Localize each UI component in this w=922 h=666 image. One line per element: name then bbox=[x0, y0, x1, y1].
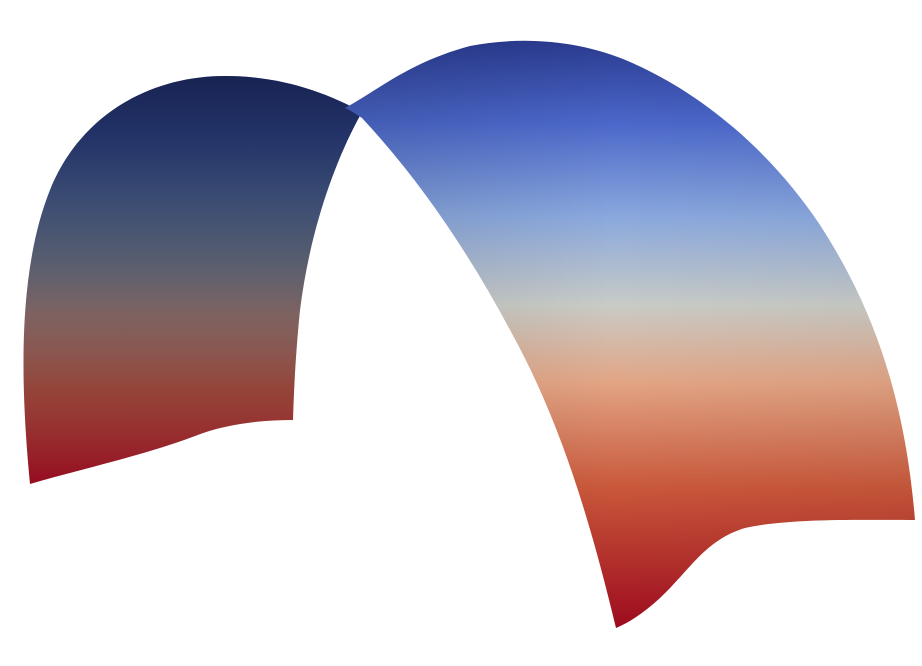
surface-back-shadow bbox=[23, 76, 363, 484]
surface-back-panel bbox=[23, 76, 363, 484]
surface-front-side-shade bbox=[345, 40, 915, 629]
surface-front-panel bbox=[345, 40, 915, 629]
